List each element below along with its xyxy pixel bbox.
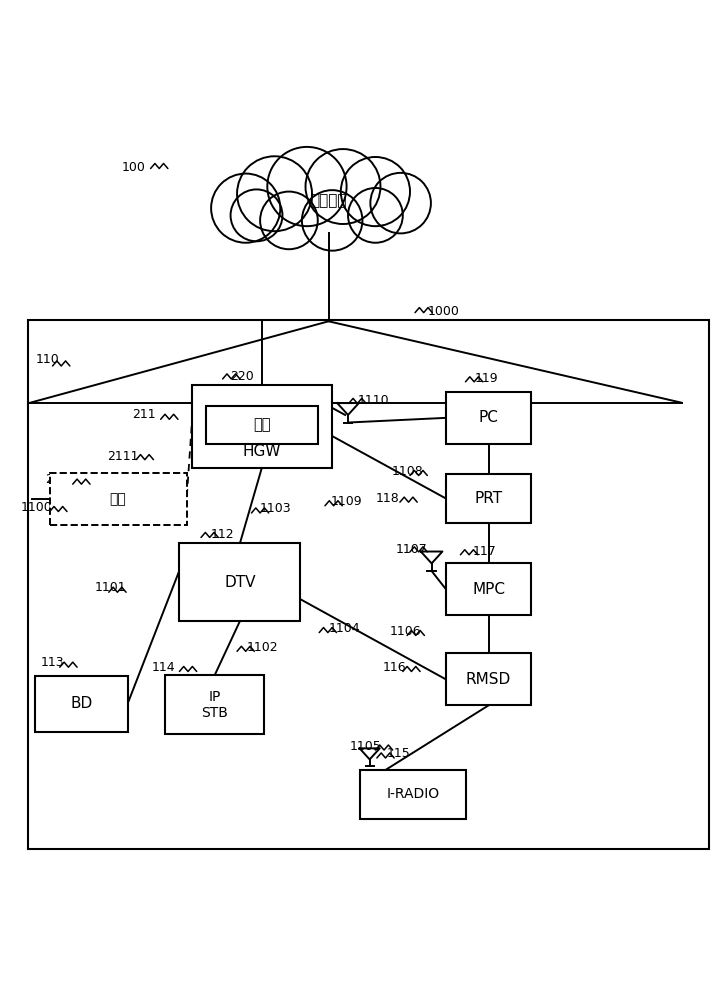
Bar [50,473,186,525]
Text: I-RADIO: I-RADIO [386,787,440,801]
Text: 116: 116 [383,661,406,674]
Circle shape [341,157,410,226]
Text: 112: 112 [211,528,235,541]
Bar [191,385,332,468]
Circle shape [305,149,380,224]
Text: 118: 118 [375,492,399,505]
Bar [165,675,264,734]
Text: 100: 100 [122,161,146,174]
Circle shape [230,189,282,241]
Text: 1103: 1103 [260,502,292,515]
Text: 1000: 1000 [427,305,459,318]
Text: MPC: MPC [472,582,505,597]
Text: 1107: 1107 [396,543,427,556]
Text: 119: 119 [475,372,498,385]
Text: HGW: HGW [243,444,281,459]
Circle shape [267,147,347,226]
Text: PRT: PRT [474,491,503,506]
Text: 代理: 代理 [110,492,126,506]
Text: 1108: 1108 [391,465,423,478]
Text: IP
STB: IP STB [201,690,228,720]
Circle shape [348,188,403,243]
Bar [28,320,709,849]
Text: 221: 221 [45,473,69,486]
Text: DTV: DTV [225,575,256,590]
Text: 1101: 1101 [95,581,126,594]
Text: 113: 113 [40,656,64,669]
Text: 外部网络: 外部网络 [310,193,347,208]
Text: 1109: 1109 [331,495,362,508]
Bar [35,676,128,732]
Bar [446,653,531,705]
Circle shape [302,190,362,251]
Text: 211: 211 [132,408,155,421]
Text: BD: BD [70,696,92,711]
Text: 110: 110 [35,353,59,366]
Circle shape [211,174,280,243]
Text: 115: 115 [387,747,411,760]
Circle shape [237,156,312,231]
Bar [206,406,318,444]
Text: 1102: 1102 [247,641,279,654]
Text: 1105: 1105 [349,740,381,753]
Bar [446,392,531,444]
Bar [360,770,466,819]
Bar [179,543,300,621]
Text: 1104: 1104 [329,622,360,635]
Text: 2111: 2111 [108,450,139,463]
Text: 1106: 1106 [390,625,422,638]
Text: 114: 114 [152,661,175,674]
Text: 代理: 代理 [253,418,271,433]
Bar [446,563,531,615]
Bar [446,474,531,523]
Text: 220: 220 [230,370,253,383]
Text: 1100: 1100 [21,501,53,514]
Circle shape [260,192,318,249]
Text: RMSD: RMSD [466,672,511,687]
Circle shape [370,173,431,233]
Text: 117: 117 [473,545,497,558]
Text: PC: PC [479,410,498,425]
Text: 1110: 1110 [358,394,390,407]
